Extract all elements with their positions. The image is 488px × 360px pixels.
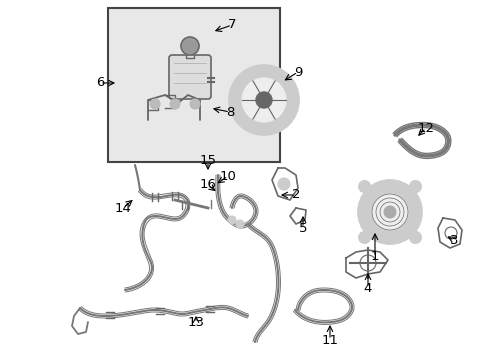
Circle shape — [358, 231, 370, 243]
FancyBboxPatch shape — [169, 55, 210, 99]
Circle shape — [371, 194, 407, 230]
Circle shape — [181, 37, 199, 55]
Circle shape — [278, 178, 289, 190]
Text: 9: 9 — [293, 66, 302, 78]
Text: 4: 4 — [363, 282, 371, 294]
Circle shape — [408, 231, 421, 243]
Text: 7: 7 — [227, 18, 236, 31]
Text: 2: 2 — [291, 189, 300, 202]
Circle shape — [383, 206, 395, 218]
Text: 15: 15 — [199, 153, 216, 166]
Circle shape — [228, 65, 298, 135]
Circle shape — [190, 99, 200, 109]
Circle shape — [236, 220, 244, 228]
Text: 6: 6 — [96, 77, 104, 90]
Circle shape — [408, 181, 421, 193]
Circle shape — [150, 99, 160, 109]
Bar — [108, 8, 280, 162]
Circle shape — [242, 78, 285, 122]
Circle shape — [256, 92, 271, 108]
Circle shape — [227, 216, 236, 224]
Text: 12: 12 — [417, 122, 434, 135]
Text: 8: 8 — [225, 105, 234, 118]
Circle shape — [358, 181, 370, 193]
Circle shape — [357, 180, 421, 244]
Text: 10: 10 — [219, 170, 236, 183]
Text: 13: 13 — [187, 316, 204, 329]
Text: 16: 16 — [199, 179, 216, 192]
Circle shape — [170, 99, 180, 109]
Text: 11: 11 — [321, 333, 338, 346]
Text: 1: 1 — [370, 251, 379, 264]
Text: 3: 3 — [449, 234, 457, 247]
Text: 14: 14 — [114, 202, 131, 215]
Text: 5: 5 — [298, 221, 306, 234]
